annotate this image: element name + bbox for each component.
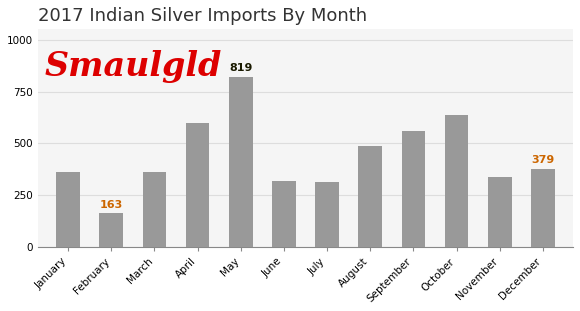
Bar bbox=[56, 173, 80, 247]
Text: 819: 819 bbox=[229, 63, 252, 73]
Bar bbox=[186, 123, 209, 247]
Text: 163: 163 bbox=[100, 200, 123, 210]
Bar bbox=[531, 169, 554, 247]
Bar bbox=[358, 146, 382, 247]
Text: Smaulgld: Smaulgld bbox=[44, 50, 222, 83]
Bar bbox=[445, 115, 469, 247]
Text: 2017 Indian Silver Imports By Month: 2017 Indian Silver Imports By Month bbox=[38, 7, 367, 25]
Bar bbox=[143, 173, 166, 247]
Bar bbox=[315, 182, 339, 247]
Bar bbox=[229, 77, 253, 247]
Bar bbox=[272, 181, 296, 247]
Bar bbox=[488, 177, 512, 247]
Bar bbox=[99, 213, 123, 247]
Bar bbox=[401, 131, 425, 247]
Text: 379: 379 bbox=[531, 155, 554, 165]
